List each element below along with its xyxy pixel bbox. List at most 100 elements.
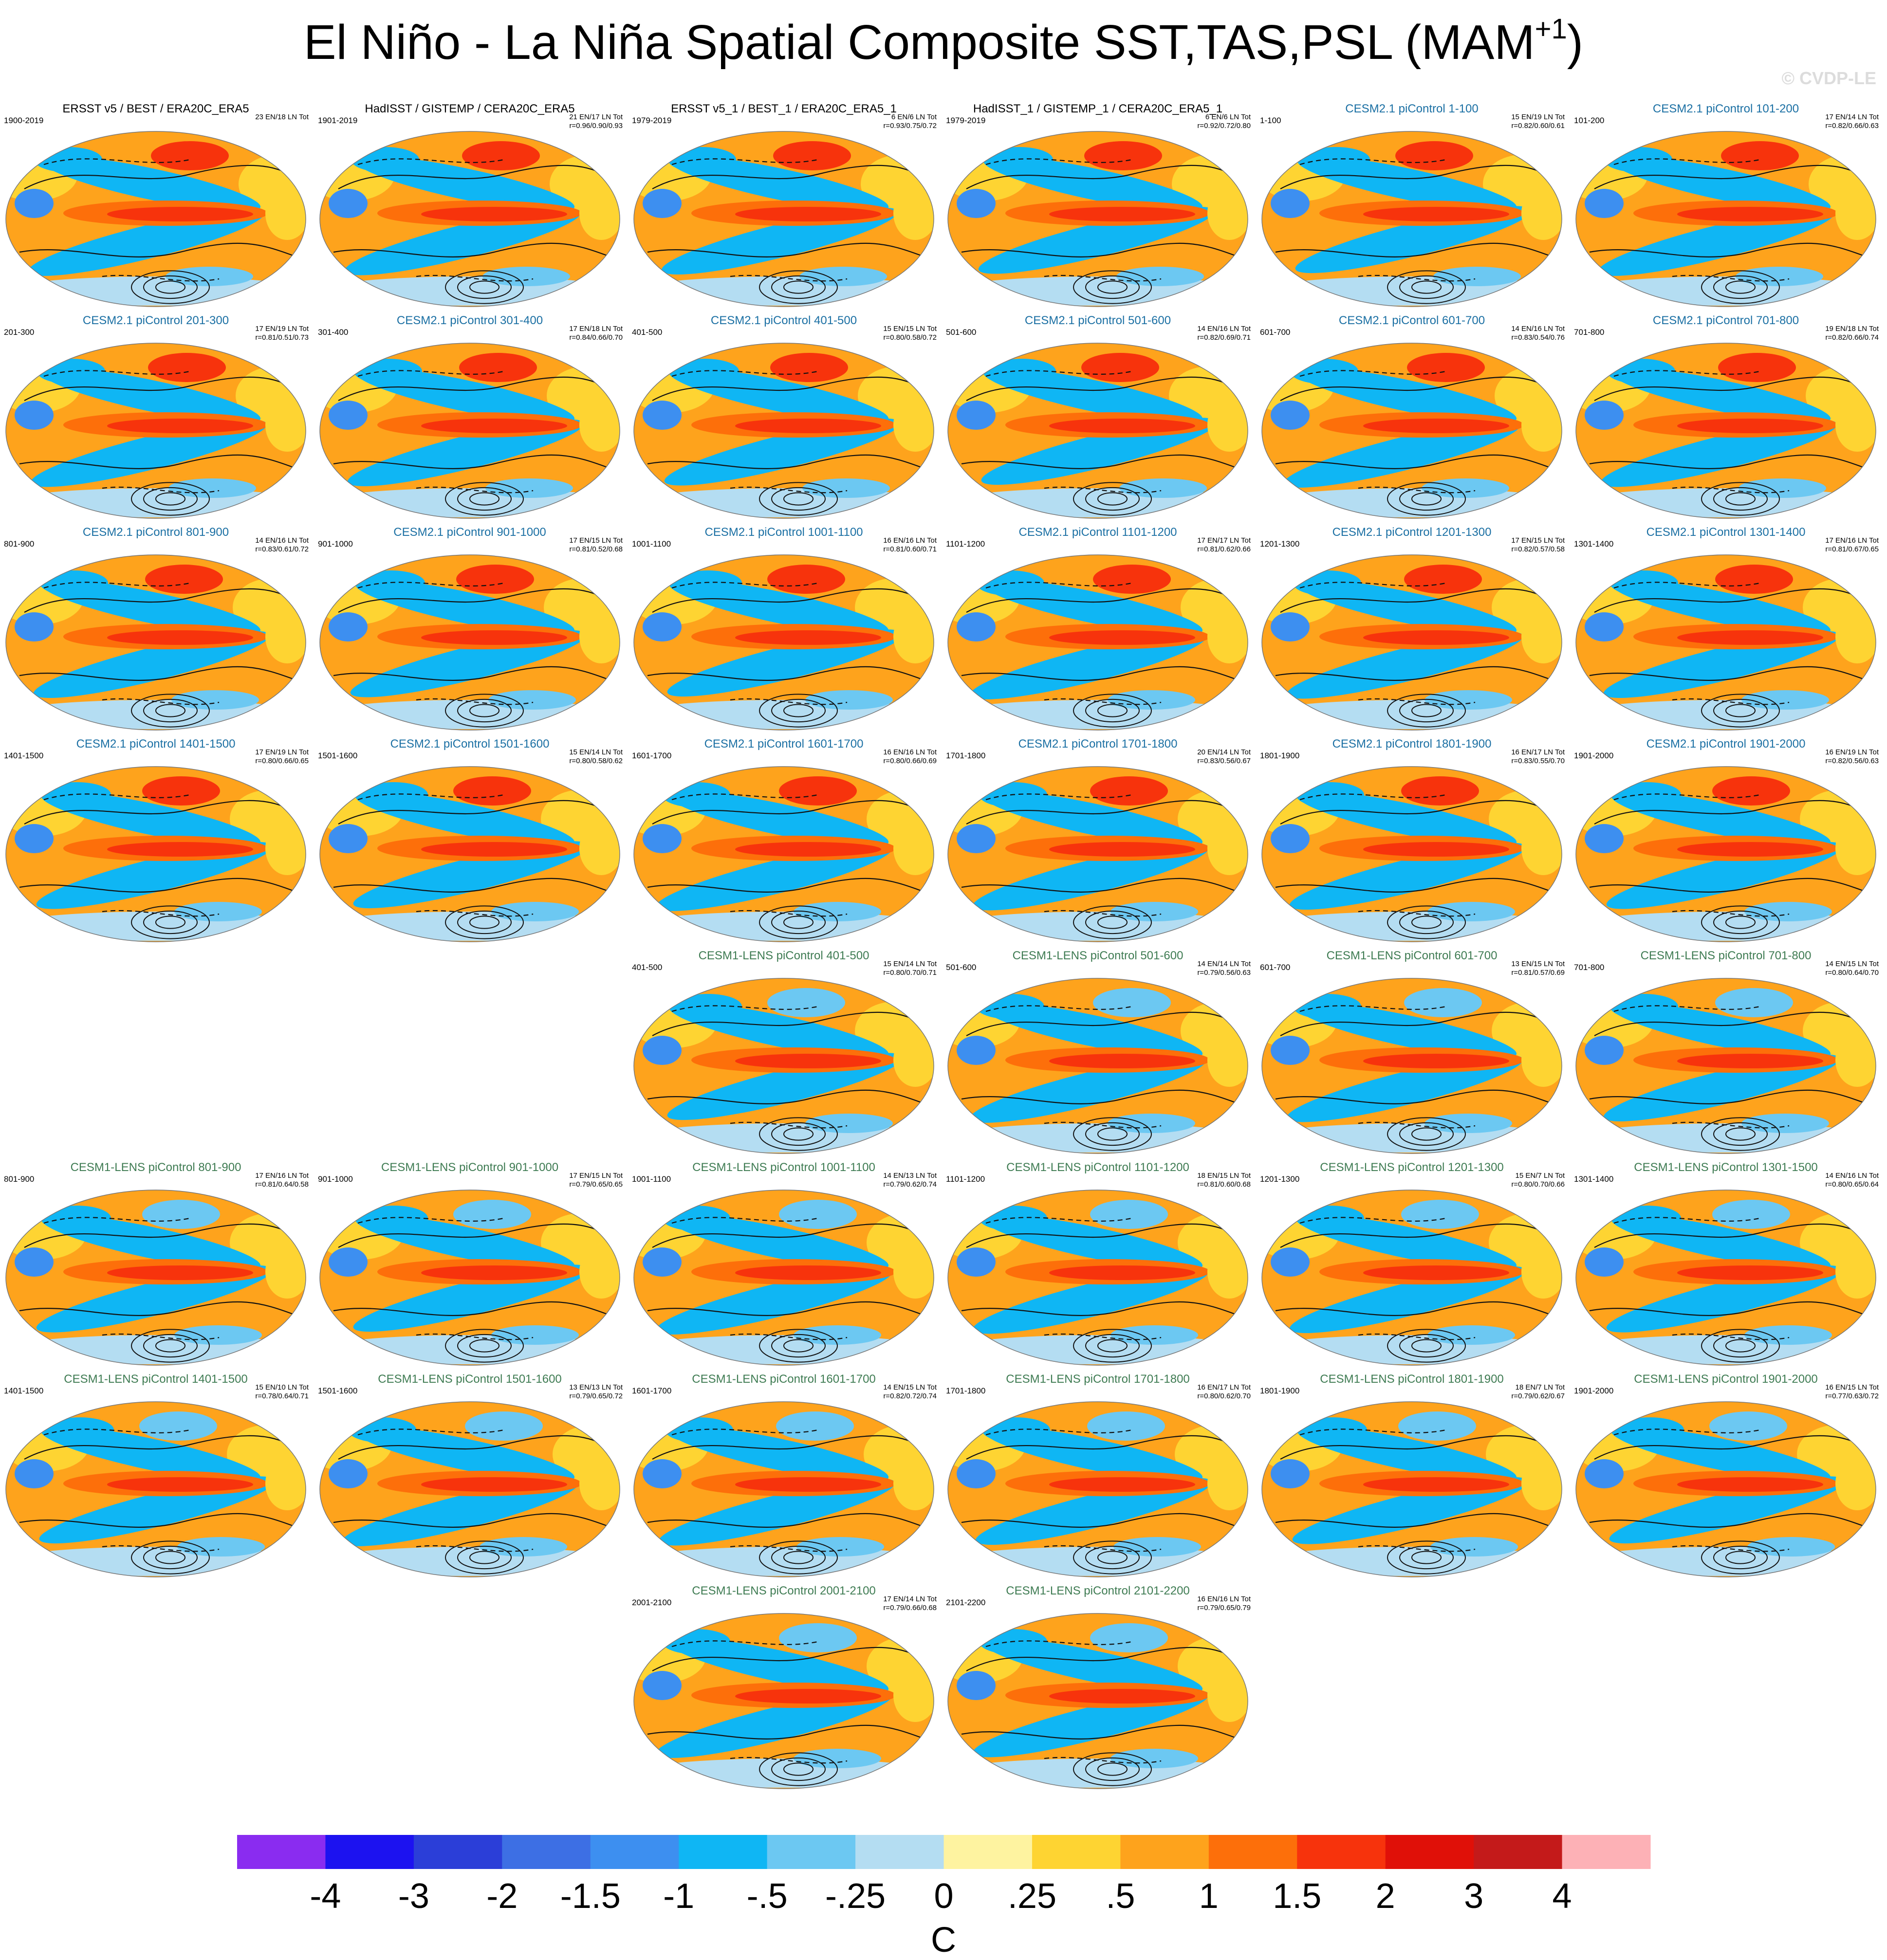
north-pacific-cool [46,1417,114,1443]
psl-contour-positive [961,1089,1240,1105]
cool-horseshoe [669,791,889,847]
map-panel: CESM1-LENS piControl 1301-1500 1301-1400 1… [1570,1161,1882,1369]
south-pacific-cool [485,478,573,498]
psl-contour-positive [961,1513,1240,1528]
psl-contour-ring [1097,280,1128,294]
psl-contour-ring [771,1757,826,1781]
map-panel: CESM2.1 piControl 1201-1300 1201-1300 17 E… [1256,526,1568,734]
map-outline [1261,1401,1562,1577]
panel-event-count: 14 EN/16 LN Tot [1511,325,1565,333]
psl-contour-negative [1672,698,1790,705]
colorbar-tick-label: -.25 [825,1877,886,1916]
composite-map [319,1190,620,1366]
panel-period: 501-600 [946,963,977,972]
map-panel: CESM1-LENS piControl 2101-2200 2101-2200 1… [942,1584,1254,1793]
panel-period: 1701-1800 [946,751,986,760]
psl-contour-negative [1613,158,1760,165]
equatorial-core [1363,419,1509,433]
indian-warm [1835,610,1876,663]
psl-contour-negative [985,793,1132,801]
northern-extratropic [1090,1200,1168,1229]
panel-title: CESM1-LENS piControl 601-700 [1326,949,1498,962]
map-panel: CESM2.1 piControl 101-200 101-200 17 EN/14… [1570,102,1882,311]
panel-event-count: 17 EN/15 LN Tot [1511,536,1565,545]
psl-contour-ring [1387,482,1466,516]
panel-event-count: 23 EN/18 LN Tot [255,113,309,121]
panel-event-count: 16 EN/17 LN Tot [1197,1383,1251,1392]
equatorial-core [735,1477,881,1492]
map-outline [633,766,934,942]
psl-contour-ring [1097,1551,1128,1564]
northern-extratropic [1395,141,1473,170]
northern-extratropic [459,353,537,382]
northern-extratropic [773,141,851,170]
psl-contour-negative [1672,910,1790,917]
indo-pacific-cool [957,1459,996,1488]
psl-contour-ring [1713,1122,1768,1146]
map-panel: CESM2.1 piControl 1701-1800 1701-1800 20 E… [942,737,1254,946]
psl-contour-negative [1044,486,1162,494]
psl-contour-ring [1701,1329,1780,1363]
map-panel: CESM1-LENS piControl 801-900 801-900 17 EN… [0,1161,312,1369]
composite-map [1575,978,1876,1154]
psl-contour-ring [1387,1117,1466,1151]
panel-pattern-correlation: r=0.80/0.58/0.72 [883,333,937,342]
psl-contour-ring [1097,704,1128,717]
psl-contour-positive [1589,1301,1868,1317]
psl-contour-ring [445,905,524,939]
map-panel: HadISST_1 / GISTEMP_1 / CERA20C_ERA5_1 19… [942,102,1254,311]
psl-contour-negative [1672,1545,1790,1552]
panel-title: HadISST_1 / GISTEMP_1 / CERA20C_ERA5_1 [973,102,1223,115]
psl-contour-positive [1594,1435,1868,1460]
equatorial-core [735,1689,881,1704]
map-outline [1575,978,1876,1154]
map-outline [1575,554,1876,731]
map-panel: CESM1-LENS piControl 401-500 401-500 15 EN… [628,949,940,1157]
psl-contour-ring [445,1329,524,1363]
map-panel: ERSST v5 / BEST / ERA20C_ERA5 1900-2019 23… [0,102,312,311]
panel-title: CESM2.1 piControl 1201-1300 [1332,526,1492,539]
psl-contour-positive [1280,1223,1554,1248]
map-outline [5,554,306,731]
northern-extratropic [148,353,226,382]
equatorial-core [1677,1477,1823,1492]
panel-pattern-correlation: r=0.83/0.56/0.67 [1197,757,1251,765]
psl-contour-positive [1589,878,1868,893]
map-panel: CESM2.1 piControl 1401-1500 1401-1500 17 E… [0,737,312,946]
south-pacific-cool [1744,1325,1832,1345]
map-outline [947,1401,1248,1577]
colorbar-tick-label: 1 [1199,1877,1219,1916]
indo-pacific-cool [329,401,368,430]
panel-event-count: 15 EN/15 LN Tot [883,325,937,333]
psl-contour-ring [131,905,210,939]
figure-title-main: El Niño - La Niña Spatial Composite SST,… [303,15,1535,70]
indo-pacific-cool [957,189,996,218]
psl-contour-positive [1275,666,1554,681]
north-pacific-cool [360,782,428,807]
psl-contour-negative [1299,370,1446,377]
indo-pacific-cool [1271,189,1310,218]
psl-contour-negative [1044,910,1162,917]
panel-title: CESM2.1 piControl 1601-1700 [704,737,864,751]
cool-horseshoe [1297,1003,1517,1059]
panel-period: 1901-2000 [1574,1386,1614,1395]
psl-contour-positive [333,666,611,681]
psl-contour-ring [1725,1551,1756,1564]
colorbar-swatch [1562,1835,1651,1869]
panel-event-count: 20 EN/14 LN Tot [1197,748,1251,756]
panel-title: CESM1-LENS piControl 1701-1800 [1006,1373,1190,1386]
map-panel: CESM1-LENS piControl 601-700 601-700 13 EN… [1256,949,1568,1157]
colorbar-tick-label: -1.5 [560,1877,621,1916]
psl-contour-ring [1399,1122,1454,1146]
indo-pacific-cool [329,1247,368,1277]
cool-horseshoe [973,1690,1209,1758]
psl-contour-negative [43,1429,190,1436]
map-outline [319,1401,620,1577]
cool-horseshoe [41,156,261,212]
psl-contour-negative [416,486,534,494]
cool-horseshoe [973,843,1209,911]
psl-contour-positive [652,1647,925,1671]
indian-warm [893,1245,934,1299]
panel-period: 501-600 [946,328,977,337]
equatorial-core [735,630,881,645]
